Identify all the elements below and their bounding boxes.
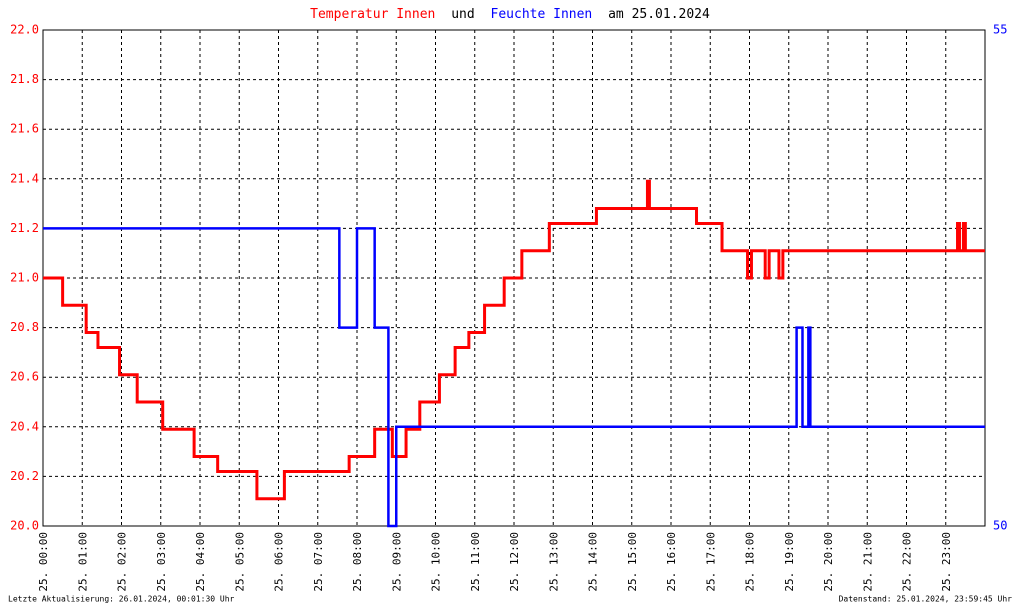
x-tick-label: 25. 08:00 <box>351 532 364 592</box>
title-part: Temperatur Innen <box>310 7 435 22</box>
x-tick-label: 25. 10:00 <box>430 532 443 592</box>
x-tick-label: 25. 21:00 <box>861 532 874 592</box>
x-tick-label: 25. 14:00 <box>587 532 600 592</box>
x-tick-label: 25. 09:00 <box>390 532 403 592</box>
y-tick-label: 20.6 <box>10 370 39 384</box>
y-tick-label: 21.2 <box>10 221 39 235</box>
footer-left: Letzte Aktualisierung: 26.01.2024, 00:01… <box>8 595 235 604</box>
chart-title: Temperatur Innen und Feuchte Innen am 25… <box>310 7 710 22</box>
x-tick-label: 25. 02:00 <box>116 532 129 592</box>
x-tick-label: 25. 20:00 <box>822 532 835 592</box>
x-tick-label: 25. 03:00 <box>155 532 168 592</box>
y-tick-label: 21.0 <box>10 271 39 285</box>
y-tick-label: 21.4 <box>10 171 39 185</box>
y2-tick-label: 55 <box>993 23 1007 37</box>
x-tick-label: 25. 15:00 <box>626 532 639 592</box>
y-tick-label: 22.0 <box>10 23 39 37</box>
y-tick-label: 21.6 <box>10 122 39 136</box>
x-tick-label: 25. 18:00 <box>744 532 757 592</box>
x-tick-label: 25. 13:00 <box>547 532 560 592</box>
x-tick-label: 25. 17:00 <box>704 532 717 592</box>
x-tick-label: 25. 07:00 <box>312 532 325 592</box>
x-tick-label: 25. 22:00 <box>901 532 914 592</box>
x-tick-label: 25. 19:00 <box>783 532 796 592</box>
x-tick-label: 25. 23:00 <box>940 532 953 592</box>
series-line <box>43 227 985 528</box>
x-tick-label: 25. 04:00 <box>194 532 207 592</box>
x-tick-label: 25. 00:00 <box>37 532 50 592</box>
x-tick-label: 25. 12:00 <box>508 532 521 592</box>
y-tick-label: 21.8 <box>10 72 39 86</box>
y2-tick-label: 50 <box>993 519 1007 533</box>
y-tick-label: 20.8 <box>10 320 39 334</box>
x-tick-label: 25. 16:00 <box>665 532 678 592</box>
series-line <box>43 179 985 501</box>
title-part: Feuchte Innen <box>491 7 593 22</box>
x-tick-label: 25. 05:00 <box>233 532 246 592</box>
x-tick-label: 25. 11:00 <box>469 532 482 592</box>
title-part: am 25.01.2024 <box>608 7 710 22</box>
x-tick-label: 25. 01:00 <box>76 532 89 592</box>
y-tick-label: 20.4 <box>10 419 39 433</box>
x-tick-label: 25. 06:00 <box>273 532 286 592</box>
footer-right: Datenstand: 25.01.2024, 23:59:45 Uhr <box>839 595 1013 604</box>
y-tick-label: 20.2 <box>10 469 39 483</box>
title-part: und <box>451 7 474 22</box>
y-tick-label: 20.0 <box>10 519 39 533</box>
